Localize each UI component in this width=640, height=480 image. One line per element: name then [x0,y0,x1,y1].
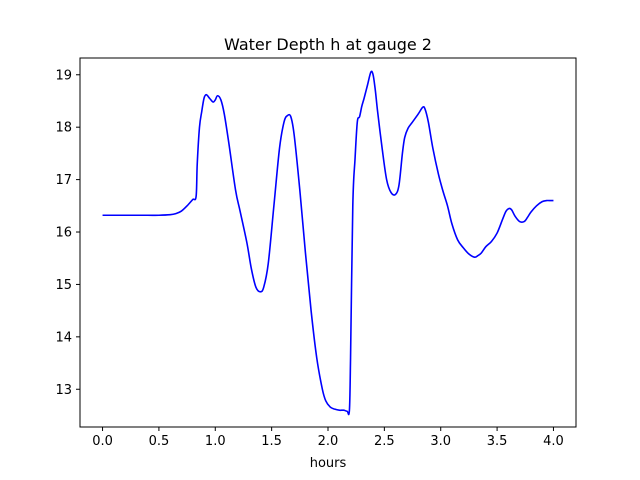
y-tick-label: 14 [55,330,72,345]
x-tick-label: 2.0 [318,434,339,449]
x-tick-label: 1.5 [261,434,282,449]
x-tick-label: 2.5 [374,434,395,449]
x-tick-label: 3.0 [430,434,451,449]
x-tick-label: 3.5 [487,434,508,449]
x-tick-label: 0.5 [149,434,170,449]
x-tick-label: 0.0 [92,434,113,449]
x-axis-label: hours [310,456,347,471]
plot-area [79,57,577,428]
chart-title: Water Depth h at gauge 2 [224,35,432,54]
y-tick-label: 13 [55,383,72,398]
y-tick-label: 18 [55,121,72,136]
y-tick-label: 15 [55,278,72,293]
y-tick-label: 17 [55,173,72,188]
x-tick-label: 4.0 [543,434,564,449]
x-tick-label: 1.0 [205,434,226,449]
y-tick-label: 16 [55,226,72,241]
series-line [102,70,554,416]
y-tick-label: 19 [55,68,72,83]
axis-ticks: 0.0 0.5 1.0 1.5 2.0 2.5 3.0 3.5 4.0 13 14 15 16 17 18 1… [55,68,563,449]
